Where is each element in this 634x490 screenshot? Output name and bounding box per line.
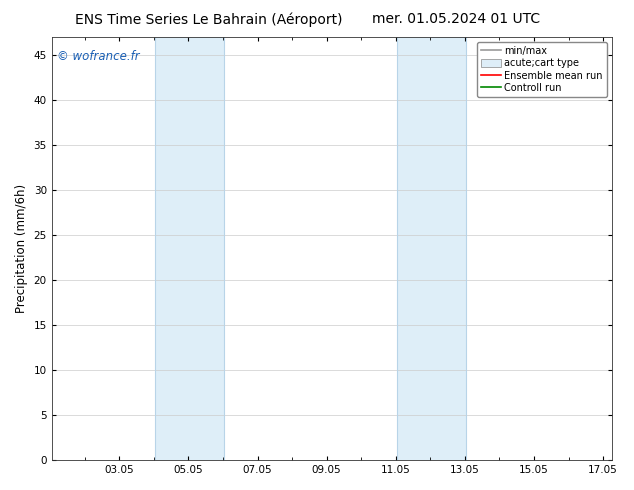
- Text: ENS Time Series Le Bahrain (Aéroport): ENS Time Series Le Bahrain (Aéroport): [75, 12, 343, 27]
- Bar: [155, 37, 224, 460]
- Legend: min/max, acute;cart type, Ensemble mean run, Controll run: min/max, acute;cart type, Ensemble mean …: [477, 42, 607, 97]
- Text: mer. 01.05.2024 01 UTC: mer. 01.05.2024 01 UTC: [372, 12, 541, 26]
- Bar: [397, 37, 466, 460]
- Text: © wofrance.fr: © wofrance.fr: [57, 50, 140, 63]
- Y-axis label: Precipitation (mm/6h): Precipitation (mm/6h): [15, 184, 28, 313]
